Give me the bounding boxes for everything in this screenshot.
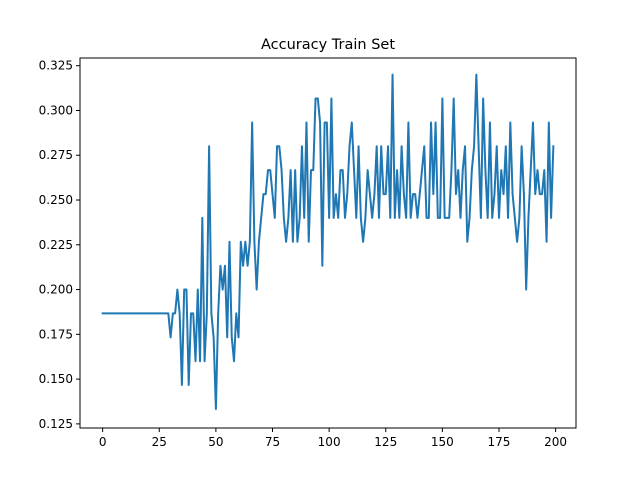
chart-title: Accuracy Train Set (261, 37, 395, 53)
x-tick-label: 175 (488, 435, 511, 449)
y-tick-label: 0.300 (39, 103, 73, 117)
y-tick-label: 0.250 (39, 193, 73, 207)
y-tick-label: 0.325 (39, 59, 73, 73)
axes-frame (79, 57, 577, 429)
x-tick-label: 200 (544, 435, 567, 449)
x-tick-label: 150 (431, 435, 454, 449)
y-tick-label: 0.200 (39, 283, 73, 297)
x-tick-label: 75 (265, 435, 280, 449)
y-tick-label: 0.275 (39, 148, 73, 162)
y-tick-label: 0.125 (39, 417, 73, 431)
plot-area (101, 73, 555, 411)
y-tick-label: 0.150 (39, 372, 73, 386)
y-tick-label: 0.225 (39, 238, 73, 252)
y-tick-label: 0.175 (39, 327, 73, 341)
series-line (101, 73, 555, 411)
x-tick-label: 125 (374, 435, 397, 449)
x-tick-label: 25 (152, 435, 167, 449)
axis-ticks: 0 25 50 75 100 125 150 175 200 0.125 0.150 0.175 0.2… (39, 59, 567, 449)
x-tick-label: 50 (208, 435, 223, 449)
x-tick-label: 100 (318, 435, 341, 449)
x-tick-label: 0 (99, 435, 107, 449)
